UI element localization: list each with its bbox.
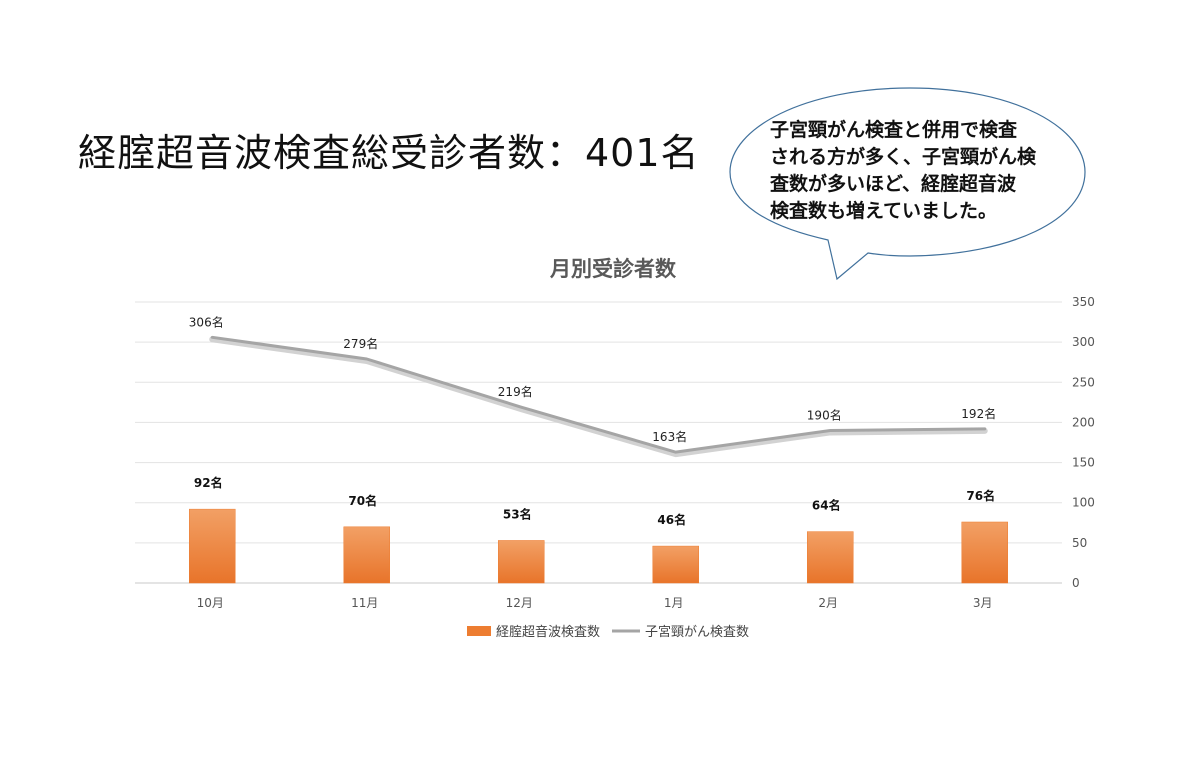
bar-data-label: 46名 (657, 512, 686, 527)
speech-bubble-shape (729, 87, 1086, 281)
bar (343, 526, 390, 584)
bar-data-label: 76名 (966, 488, 995, 503)
y-tick-label: 300 (1072, 335, 1095, 349)
line-data-label: 279名 (343, 336, 378, 351)
legend: 経腟超音波検査数 子宮頸がん検査数 (467, 624, 749, 640)
callout-text: 子宮頸がん検査と併用で検査 される方が多く、子宮頸がん検 査数が多いほど、経腟超… (770, 117, 1070, 225)
y-tick-label: 350 (1072, 295, 1095, 309)
line-data-label: 306名 (189, 314, 224, 329)
bar-data-label: 70名 (348, 493, 377, 508)
bar (498, 540, 545, 584)
y-tick-label: 250 (1072, 375, 1095, 389)
x-tick-label: 10月 (197, 596, 224, 610)
x-tick-label: 11月 (351, 596, 378, 610)
bar (189, 508, 236, 584)
bar-data-label: 64名 (812, 498, 841, 513)
callout-line: 査数が多いほど、経腟超音波 (770, 173, 1017, 195)
x-axis-ticks: 10月 11月 12月 1月 2月 3月 (197, 596, 993, 610)
x-tick-label: 2月 (818, 596, 838, 610)
page-title: 経腟超音波検査総受診者数：401名 (78, 131, 700, 175)
line-data-label: 163名 (652, 429, 687, 444)
bar-series (189, 508, 1008, 584)
data-labels: 92名 70名 53名 46名 64名 76名 306名 279名 219名 163名 190名 19… (189, 314, 996, 527)
callout-line: 検査数も増えていました。 (770, 200, 998, 222)
y-axis-ticks: 0 50 100 150 200 250 300 350 (1072, 295, 1095, 590)
legend-line-label: 子宮頸がん検査数 (645, 624, 749, 640)
line-data-label: 192名 (961, 406, 996, 421)
y-tick-label: 150 (1072, 456, 1095, 470)
callout-line: 子宮頸がん検査と併用で検査 (770, 119, 1018, 141)
y-tick-label: 200 (1072, 415, 1095, 429)
legend-bar-swatch (467, 626, 491, 636)
series-line (210, 335, 987, 454)
x-tick-label: 3月 (973, 596, 993, 610)
bar (961, 521, 1008, 584)
speech-bubble (729, 87, 1086, 281)
series-line-shadow (209, 336, 988, 458)
chart-title: 月別受診者数 (549, 257, 677, 281)
bar-data-label: 53名 (503, 506, 532, 521)
line-series (209, 335, 988, 458)
gridlines (135, 301, 1062, 584)
x-tick-label: 1月 (664, 596, 684, 610)
bar (652, 545, 699, 584)
y-tick-label: 50 (1072, 536, 1087, 550)
callout-line: される方が多く、子宮頸がん検 (770, 146, 1037, 168)
line-data-label: 190名 (807, 407, 842, 422)
bar (807, 531, 854, 584)
bar-data-label: 92名 (194, 475, 223, 490)
y-tick-label: 100 (1072, 496, 1095, 510)
x-tick-label: 12月 (506, 596, 533, 610)
legend-bar-label: 経腟超音波検査数 (496, 624, 600, 640)
y-tick-label: 0 (1072, 576, 1080, 590)
line-data-label: 219名 (498, 384, 533, 399)
